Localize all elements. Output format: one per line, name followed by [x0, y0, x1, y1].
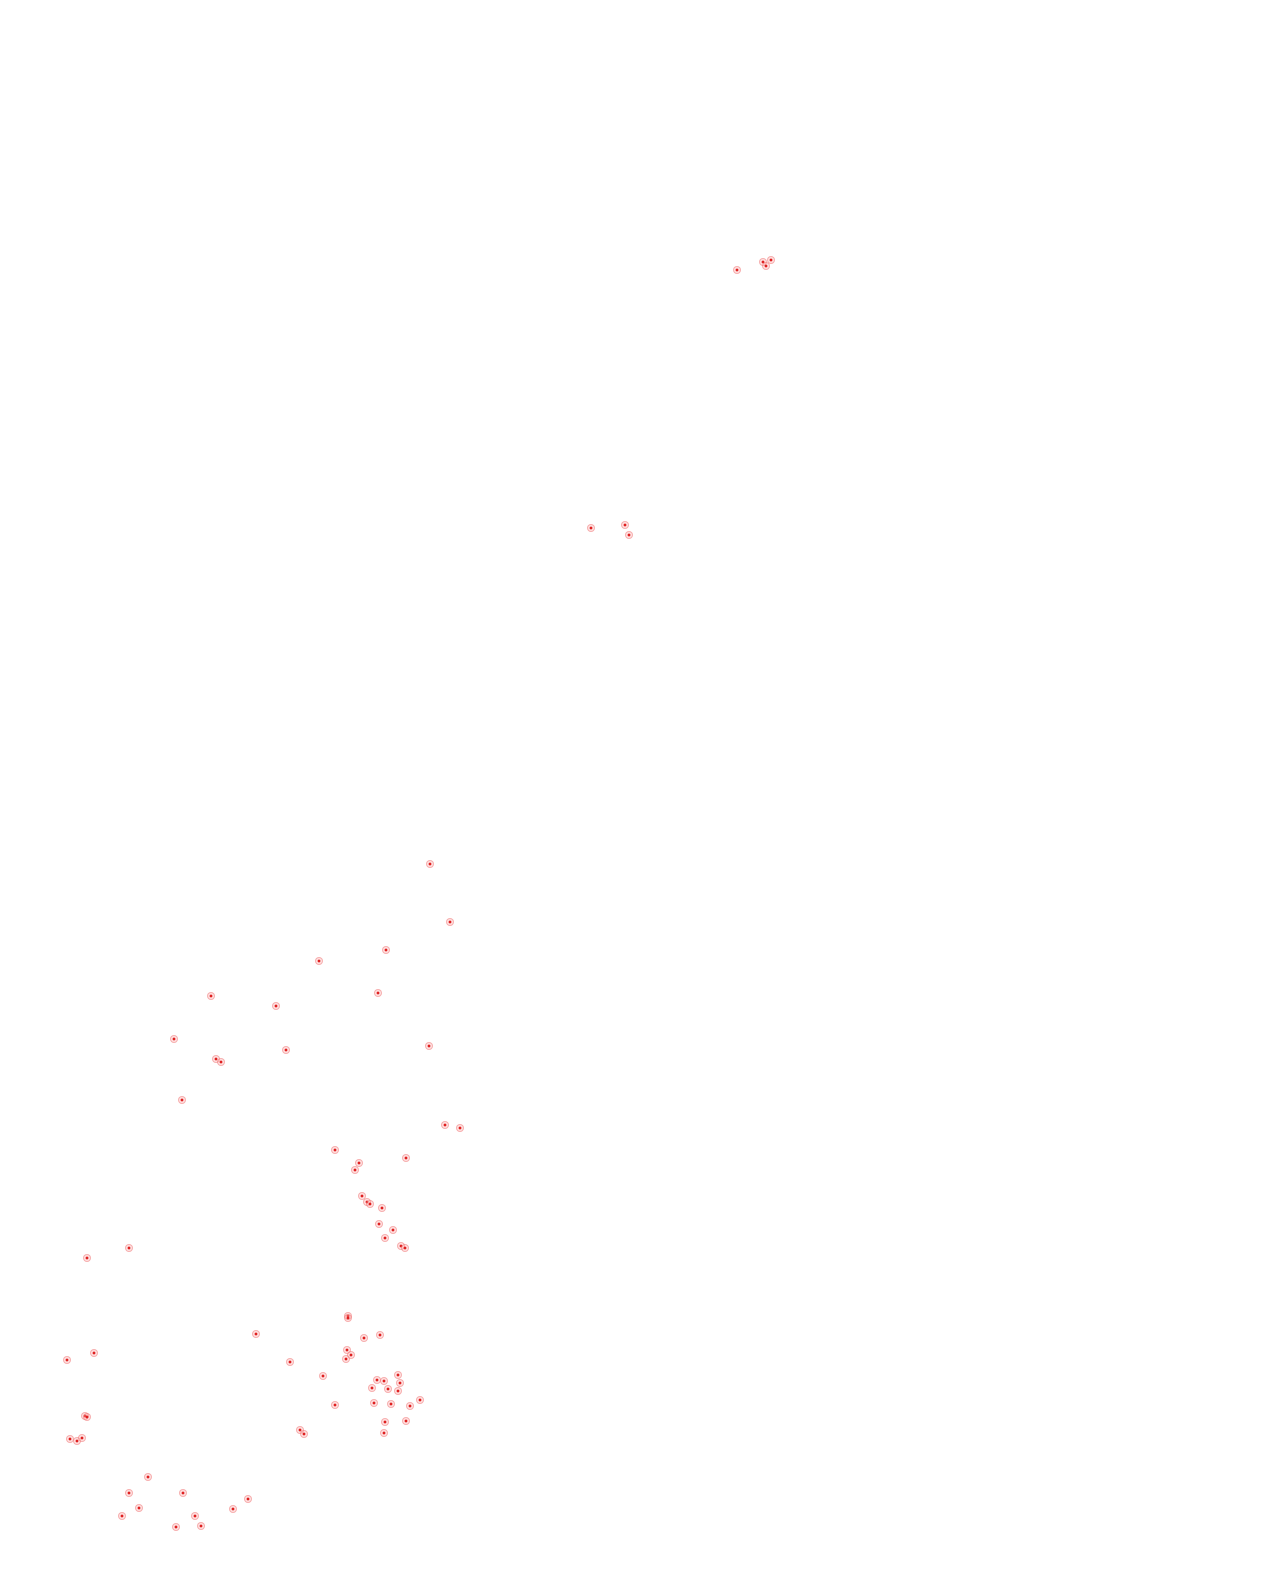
map-point-marker[interactable]	[331, 1401, 339, 1409]
map-point-marker[interactable]	[315, 957, 323, 965]
map-point-marker[interactable]	[319, 1372, 327, 1380]
map-point-marker[interactable]	[286, 1358, 294, 1366]
map-point-marker[interactable]	[374, 989, 382, 997]
map-point-marker[interactable]	[402, 1417, 410, 1425]
map-point-marker[interactable]	[191, 1512, 199, 1520]
map-point-marker[interactable]	[767, 256, 775, 264]
map-point-marker[interactable]	[426, 860, 434, 868]
map-point-marker[interactable]	[382, 946, 390, 954]
map-point-marker[interactable]	[381, 1234, 389, 1242]
map-point-marker[interactable]	[63, 1356, 71, 1364]
map-point-marker[interactable]	[366, 1200, 374, 1208]
map-point-marker[interactable]	[370, 1399, 378, 1407]
map-point-marker[interactable]	[401, 1244, 409, 1252]
map-point-marker[interactable]	[351, 1166, 359, 1174]
map-point-marker[interactable]	[178, 1096, 186, 1104]
map-point-marker[interactable]	[380, 1429, 388, 1437]
map-point-marker[interactable]	[446, 918, 454, 926]
map-point-marker[interactable]	[90, 1349, 98, 1357]
map-point-marker[interactable]	[83, 1413, 91, 1421]
map-point-marker[interactable]	[207, 992, 215, 1000]
map-point-marker[interactable]	[282, 1046, 290, 1054]
map-point-marker[interactable]	[416, 1396, 424, 1404]
map-point-marker[interactable]	[381, 1418, 389, 1426]
map-point-marker[interactable]	[272, 1002, 280, 1010]
map-point-marker[interactable]	[621, 521, 629, 529]
map-point-marker[interactable]	[300, 1430, 308, 1438]
map-point-marker[interactable]	[587, 524, 595, 532]
map-point-marker[interactable]	[406, 1402, 414, 1410]
map-point-marker[interactable]	[125, 1489, 133, 1497]
map-point-marker[interactable]	[441, 1121, 449, 1129]
map-point-marker[interactable]	[358, 1192, 366, 1200]
map-point-marker[interactable]	[172, 1523, 180, 1531]
map-point-marker[interactable]	[360, 1334, 368, 1342]
map-point-marker[interactable]	[378, 1204, 386, 1212]
map-point-marker[interactable]	[355, 1159, 363, 1167]
map-point-marker[interactable]	[342, 1355, 350, 1363]
map-point-marker[interactable]	[229, 1505, 237, 1513]
map-point-marker[interactable]	[244, 1495, 252, 1503]
map-point-marker[interactable]	[425, 1042, 433, 1050]
map-point-marker[interactable]	[625, 531, 633, 539]
map-point-marker[interactable]	[78, 1434, 86, 1442]
map-point-marker[interactable]	[217, 1058, 225, 1066]
map-point-marker[interactable]	[394, 1371, 402, 1379]
map-point-marker[interactable]	[170, 1035, 178, 1043]
map-point-marker[interactable]	[389, 1226, 397, 1234]
map-point-marker[interactable]	[252, 1330, 260, 1338]
map-point-marker[interactable]	[179, 1489, 187, 1497]
map-point-marker[interactable]	[394, 1387, 402, 1395]
map-point-marker[interactable]	[396, 1379, 404, 1387]
map-point-marker[interactable]	[118, 1512, 126, 1520]
map-point-marker[interactable]	[197, 1522, 205, 1530]
map-point-marker[interactable]	[456, 1124, 464, 1132]
map-point-marker[interactable]	[376, 1331, 384, 1339]
map-point-marker[interactable]	[331, 1146, 339, 1154]
map-point-marker[interactable]	[762, 262, 770, 270]
map-point-marker[interactable]	[384, 1385, 392, 1393]
map-point-marker[interactable]	[344, 1314, 352, 1322]
map-point-marker[interactable]	[144, 1473, 152, 1481]
map-point-marker[interactable]	[380, 1377, 388, 1385]
map-point-marker[interactable]	[368, 1384, 376, 1392]
map-point-marker[interactable]	[402, 1154, 410, 1162]
map-point-marker[interactable]	[125, 1244, 133, 1252]
map-point-marker[interactable]	[135, 1504, 143, 1512]
map-point-marker[interactable]	[733, 266, 741, 274]
map-point-marker[interactable]	[375, 1220, 383, 1228]
map-point-marker[interactable]	[387, 1400, 395, 1408]
map-point-marker[interactable]	[83, 1254, 91, 1262]
